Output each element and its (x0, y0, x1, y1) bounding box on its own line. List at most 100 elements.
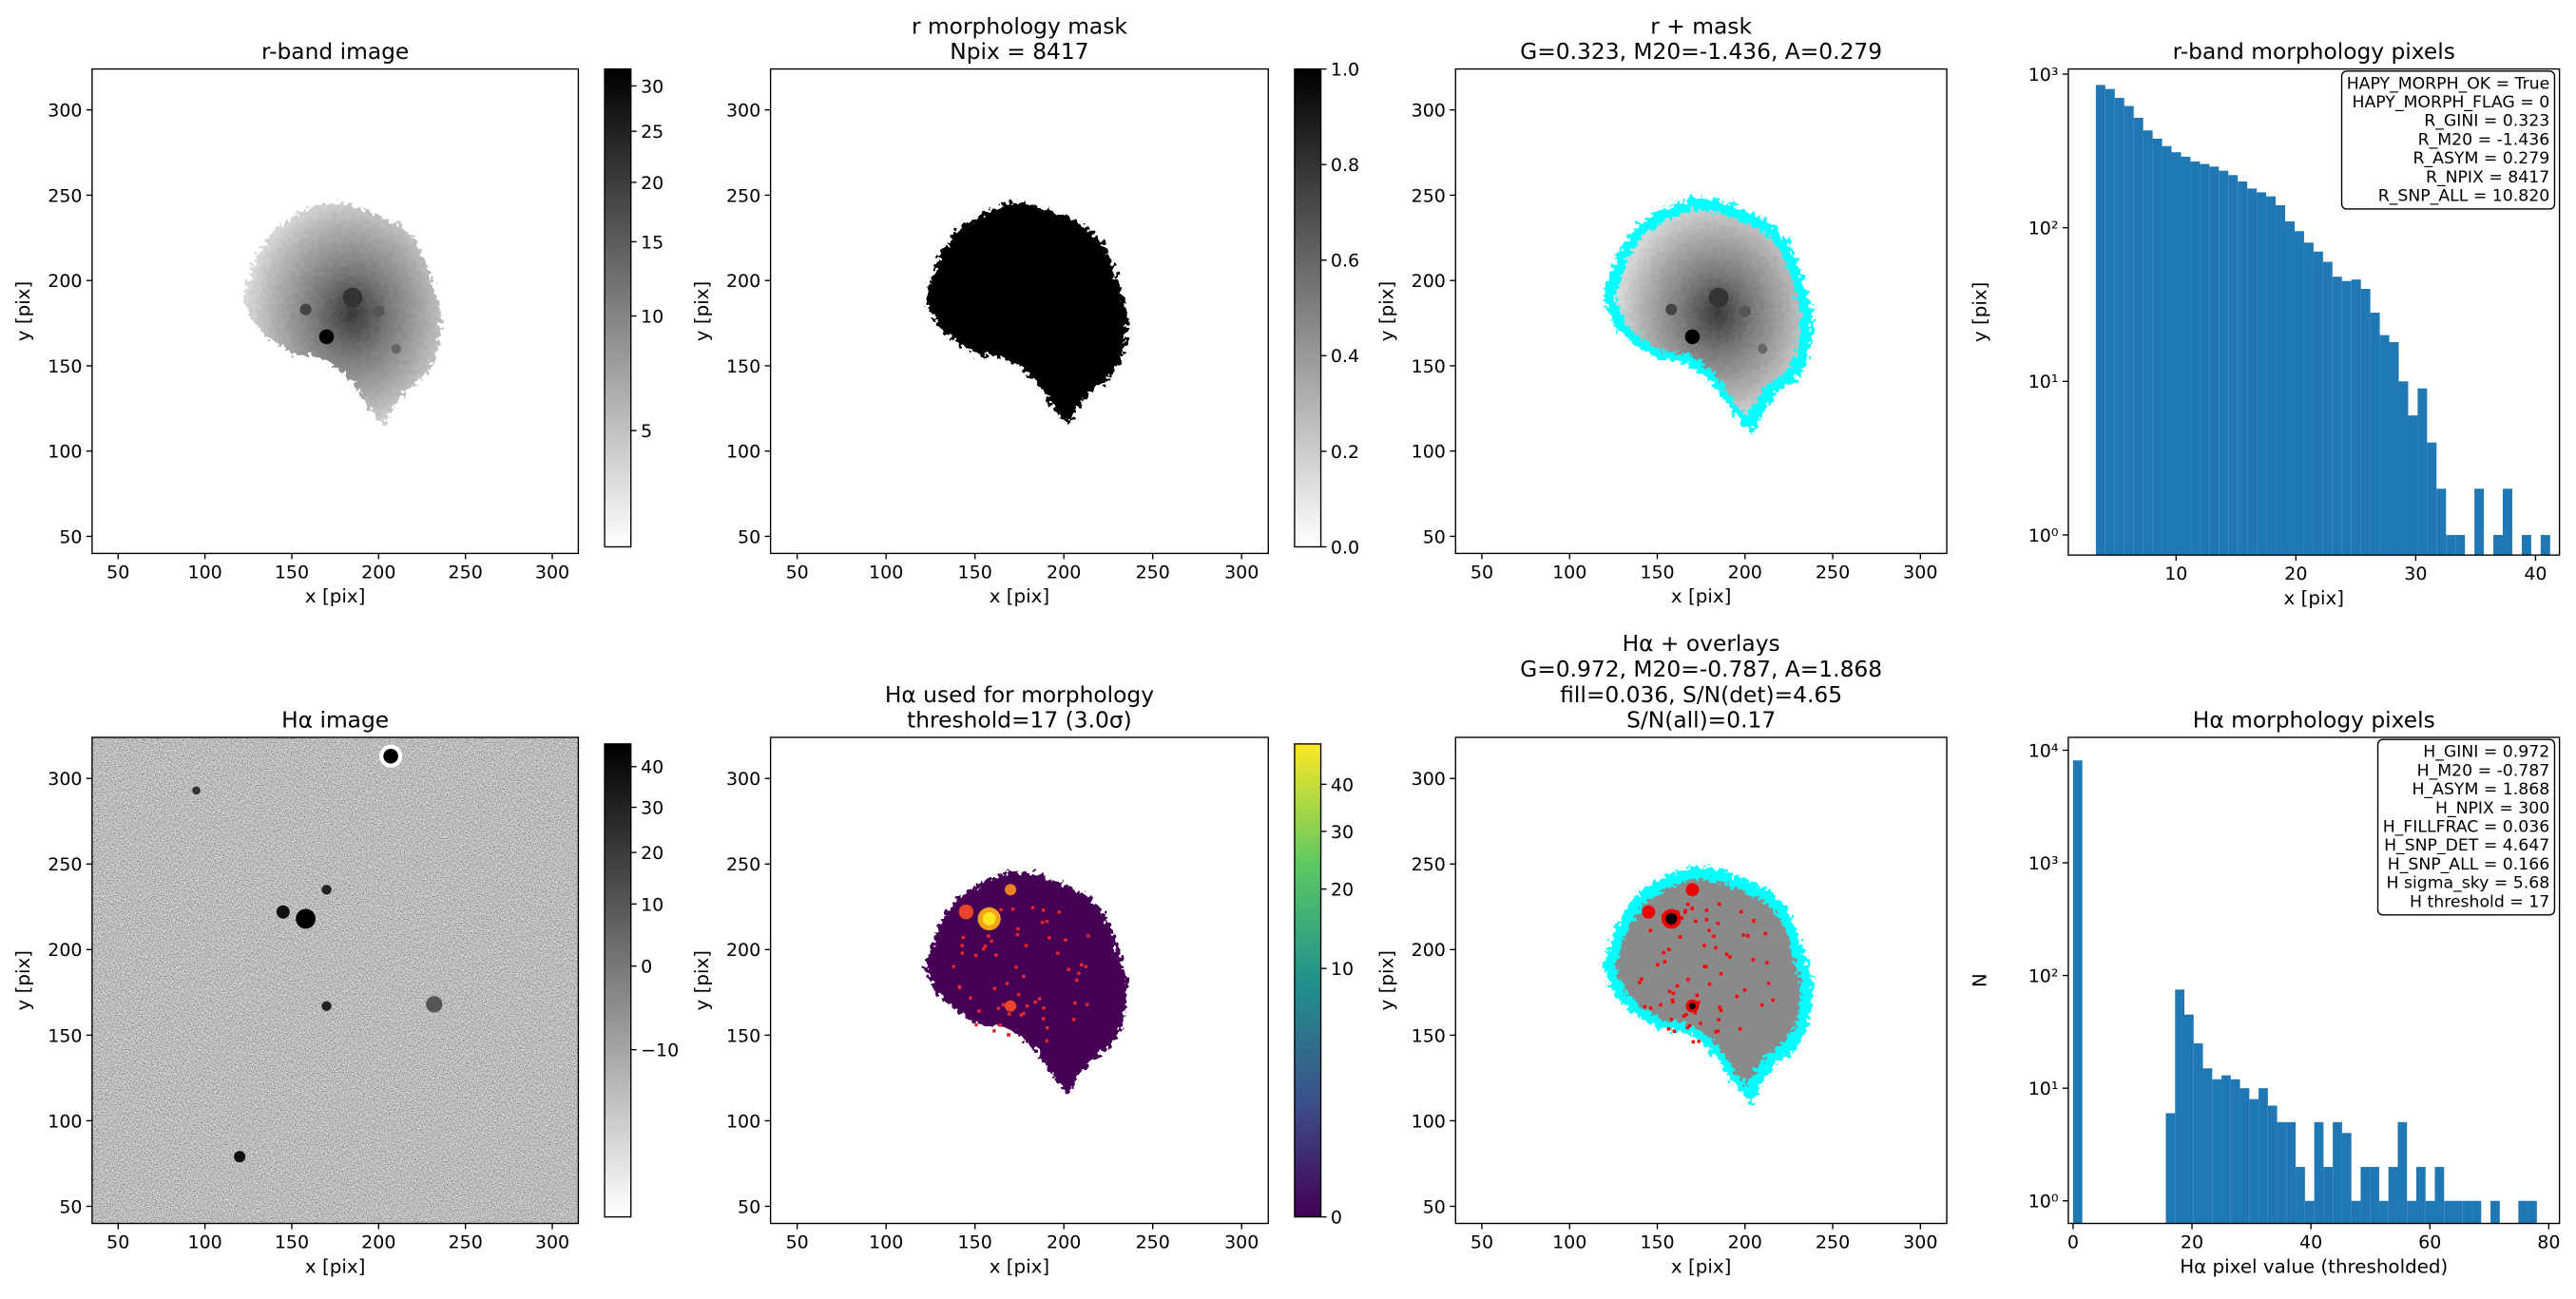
source (1688, 1003, 1696, 1010)
panel-title: fill=0.036, S/N(det)=4.65 (1560, 681, 1842, 708)
x-tick-label: 250 (1136, 562, 1170, 583)
annotation-line: R_NPIX = 8417 (2426, 168, 2549, 187)
bar (2257, 192, 2267, 556)
bar (2152, 138, 2163, 556)
colorbar-tick-label: 1.0 (1331, 59, 1359, 80)
x-tick-label: 150 (1640, 562, 1674, 583)
bar (2303, 242, 2314, 556)
pixel (952, 965, 955, 968)
pixel (1019, 1013, 1023, 1017)
pixel (1037, 997, 1042, 1001)
pixel (1001, 1003, 1006, 1006)
pixel (1695, 993, 1700, 998)
pixel (1667, 947, 1671, 951)
y-axis-label: N (1969, 973, 1990, 987)
pixel (1669, 1017, 1673, 1022)
colorbar-tick-label: 5 (641, 421, 652, 442)
annotation-line: R_ASYM = 0.279 (2413, 149, 2550, 168)
bar (2193, 1042, 2203, 1224)
pixel (1016, 992, 1021, 997)
pixel (999, 907, 1003, 912)
pixel (1735, 994, 1739, 999)
source (1708, 287, 1729, 308)
pixel (1738, 1027, 1742, 1031)
pixel (1707, 928, 1711, 932)
y-axis-label: y [pix] (691, 281, 713, 341)
bar (2474, 488, 2485, 556)
annotation-line: HAPY_MORPH_OK = True (2347, 74, 2550, 93)
y-tick-label: 10¹ (2028, 372, 2059, 392)
pixel (1671, 1000, 1675, 1004)
source (234, 1151, 246, 1163)
source (1005, 884, 1017, 896)
plot-area (1603, 197, 1814, 435)
bar (2314, 1121, 2324, 1224)
pixel (973, 953, 978, 958)
pixel (1640, 977, 1644, 982)
bar (2521, 534, 2531, 556)
source (1685, 883, 1700, 897)
pixel (1719, 971, 1723, 976)
annotation-line: H_SNP_DET = 4.647 (2384, 836, 2549, 855)
bar (2190, 161, 2201, 556)
bar (2322, 261, 2333, 556)
pixel (1739, 909, 1743, 914)
y-tick-label: 100 (726, 1111, 760, 1132)
mask (925, 201, 1128, 426)
annotation-line: R_M20 = -1.436 (2418, 130, 2550, 149)
source (342, 287, 363, 308)
colorbar-tick-label: 0 (641, 957, 652, 978)
pixel (960, 944, 964, 947)
source (426, 996, 443, 1013)
bar (2397, 1121, 2408, 1224)
x-tick-label: 250 (1136, 1232, 1170, 1252)
pixel (1694, 919, 1698, 924)
pixel (1702, 944, 1706, 947)
colorbar-tick-label: 30 (1331, 822, 1354, 843)
axes-frame (2067, 736, 2561, 1225)
plot-area (925, 201, 1128, 426)
colorbar (1294, 743, 1322, 1218)
x-tick-label: 50 (106, 1232, 129, 1252)
pixel (1084, 965, 1088, 968)
pixel (996, 1006, 1001, 1010)
pixel (1025, 1003, 1029, 1008)
x-tick-label: 100 (1552, 1232, 1586, 1252)
pixel (1666, 1027, 1671, 1031)
pixel (1707, 983, 1712, 986)
pixel (1074, 978, 1079, 983)
x-tick-label: 60 (2418, 1232, 2441, 1252)
x-tick-label: 40 (2299, 1232, 2322, 1252)
pixel (1724, 952, 1729, 956)
pixel (1765, 961, 1769, 965)
x-axis-label: x [pix] (305, 585, 365, 607)
pixel (982, 946, 986, 951)
x-tick-label: 100 (187, 1232, 221, 1252)
bar (2313, 251, 2323, 556)
pixel (1656, 963, 1660, 967)
bar (2240, 1088, 2250, 1224)
y-tick-label: 250 (726, 185, 760, 206)
y-tick-label: 50 (738, 1196, 760, 1217)
bar (2370, 313, 2380, 556)
panel: 50 100 150 200 250 300 50 100 150 200 250 300 x [pix… (691, 12, 1359, 607)
colorbar-tick-label: 25 (641, 122, 663, 143)
x-axis-label: x [pix] (305, 1255, 365, 1277)
annotation-line: R_SNP_ALL = 10.820 (2378, 187, 2549, 206)
pixel (1704, 908, 1709, 912)
x-tick-label: 100 (869, 562, 903, 583)
pixel (1712, 934, 1716, 939)
pixel (1648, 1006, 1653, 1010)
pixel (1041, 908, 1046, 912)
bar (2219, 170, 2229, 556)
y-tick-label: 10¹ (2028, 1079, 2059, 1099)
pixel (977, 1009, 981, 1013)
pixel (1686, 902, 1690, 907)
y-tick-label: 10² (2028, 966, 2059, 987)
pixel (1064, 938, 1067, 942)
x-tick-label: 0 (2067, 1232, 2079, 1252)
bar (2249, 1098, 2259, 1224)
y-axis-label: y [pix] (12, 950, 34, 1010)
source (1665, 912, 1678, 925)
